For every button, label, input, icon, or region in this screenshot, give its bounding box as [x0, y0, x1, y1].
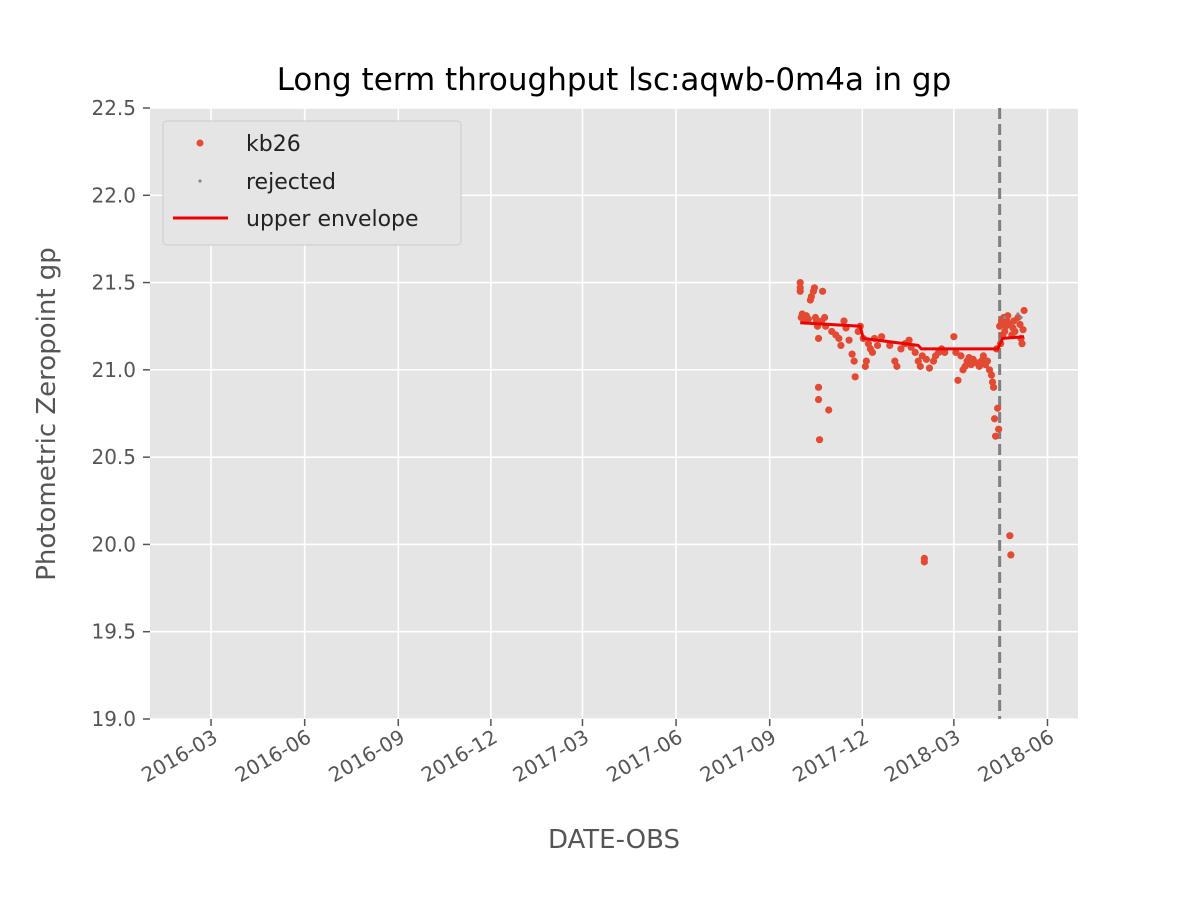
- legend-box: [162, 120, 462, 246]
- kb26-point: [991, 432, 1000, 440]
- kb26-point: [814, 334, 823, 343]
- legend-marker-rejected: [198, 179, 202, 183]
- kb26-point: [878, 333, 886, 341]
- kb26-point: [995, 425, 1003, 433]
- x-tick-label: 2016-12: [417, 725, 501, 788]
- kb26-point: [848, 350, 856, 358]
- x-tick-label: 2017-12: [788, 725, 872, 788]
- data-points: [796, 278, 1028, 566]
- kb26-point: [1007, 551, 1015, 559]
- kb26-point: [851, 373, 859, 381]
- kb26-point: [941, 348, 949, 356]
- kb26-point: [1014, 313, 1022, 322]
- kb26-point: [1018, 340, 1026, 348]
- legend-label-rejected: rejected: [246, 170, 336, 195]
- kb26-point: [886, 341, 894, 350]
- kb26-point: [814, 395, 823, 404]
- kb26-point: [837, 341, 845, 350]
- y-tick-label: 19.5: [91, 620, 136, 644]
- y-tick-label: 21.0: [91, 358, 136, 382]
- kb26-point: [989, 383, 998, 391]
- kb26-point: [873, 341, 882, 350]
- kb26-point: [850, 357, 858, 365]
- x-axis-label: DATE-OBS: [548, 825, 680, 855]
- kb26-point: [911, 348, 919, 356]
- x-tick-label: 2018-06: [974, 725, 1058, 788]
- kb26-point: [957, 352, 965, 360]
- y-tick-label: 20.5: [91, 445, 136, 469]
- x-tick-label: 2016-03: [137, 725, 221, 788]
- kb26-point: [897, 345, 905, 353]
- kb26-point: [994, 404, 1002, 412]
- kb26-point: [868, 348, 877, 356]
- kb26-point: [922, 355, 930, 363]
- x-tick-label: 2017-06: [602, 725, 686, 788]
- kb26-point: [818, 287, 827, 295]
- kb26-point: [804, 315, 812, 323]
- x-tick-label: 2017-03: [509, 725, 593, 788]
- kb26-point: [796, 278, 804, 287]
- legend-marker-kb26: [196, 139, 204, 147]
- kb26-point: [840, 317, 848, 325]
- kb26-point: [1016, 320, 1024, 329]
- kb26-point: [1011, 327, 1019, 336]
- kb26-point: [905, 336, 913, 344]
- kb26-point: [954, 376, 962, 384]
- y-tick-label: 19.0: [91, 707, 136, 731]
- kb26-point: [1019, 326, 1027, 334]
- chart-title: Long term throughput lsc:aqwb-0m4a in gp: [277, 62, 952, 98]
- kb26-point: [950, 333, 958, 341]
- kb26-point: [1020, 306, 1028, 315]
- x-tick-label: 2016-06: [231, 725, 315, 788]
- kb26-point: [893, 362, 901, 370]
- kb26-point: [796, 287, 804, 295]
- kb26-point: [862, 357, 870, 365]
- legend: kb26 rejected upper envelope: [162, 120, 462, 246]
- kb26-point: [835, 334, 843, 343]
- x-tick-label: 2017-09: [696, 725, 780, 788]
- y-tick-label: 22.5: [91, 96, 136, 120]
- legend-label-upper-envelope: upper envelope: [246, 207, 419, 232]
- y-tick-label: 22.0: [91, 183, 136, 207]
- rejected-point: [1003, 315, 1007, 320]
- kb26-point: [815, 436, 824, 444]
- kb26-point: [983, 357, 992, 365]
- y-axis-label: Photometric Zeropoint gp: [32, 247, 62, 581]
- kb26-point: [952, 348, 960, 356]
- kb26-point: [990, 415, 999, 423]
- kb26-point: [916, 362, 924, 370]
- kb26-point: [810, 284, 819, 292]
- kb26-point: [845, 336, 853, 344]
- y-tick-label: 21.5: [91, 271, 136, 295]
- kb26-point: [925, 364, 934, 372]
- rejected-point: [1019, 315, 1023, 320]
- kb26-point: [987, 371, 996, 379]
- x-tick-label: 2018-03: [880, 725, 964, 788]
- kb26-point: [821, 313, 829, 322]
- kb26-point: [920, 558, 928, 566]
- kb26-point: [1006, 532, 1014, 540]
- kb26-point: [814, 383, 823, 391]
- rejected-point: [1016, 312, 1020, 316]
- y-tick-label: 20.0: [91, 532, 136, 556]
- kb26-point: [825, 406, 833, 414]
- legend-label-kb26: kb26: [246, 132, 301, 157]
- x-tick-label: 2016-09: [324, 725, 408, 788]
- kb26-point: [979, 352, 987, 360]
- upper-envelope-line: [800, 321, 1025, 351]
